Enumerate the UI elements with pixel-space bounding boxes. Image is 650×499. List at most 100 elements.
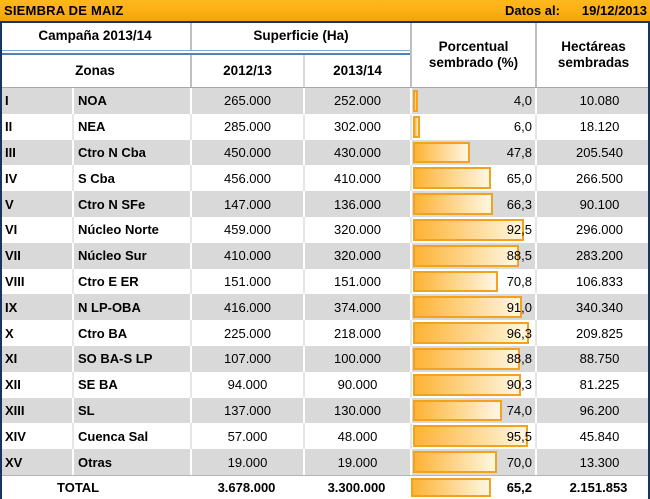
hectareas-cell[interactable]: 81.225 (535, 371, 650, 398)
total-porcentual-cell[interactable]: 65,2 (410, 476, 535, 499)
zone-numeral-cell[interactable]: IV (5, 170, 18, 186)
superficie-2013-14-cell[interactable]: 374.000 (303, 294, 410, 321)
superficie-2012-13-cell[interactable]: 416.000 (190, 294, 303, 321)
zone-name-cell[interactable]: Ctro N SFe (72, 191, 190, 217)
superficie-2013-14-cell[interactable]: 48.000 (303, 423, 410, 450)
porcentual-cell[interactable]: 70,0 (410, 449, 535, 475)
superficie-2013-14-cell[interactable]: 130.000 (303, 397, 410, 424)
superficie-2012-13-cell[interactable]: 450.000 (190, 139, 303, 166)
hectareas-cell[interactable]: 88.750 (535, 345, 650, 372)
zone-name-cell[interactable]: Ctro N Cba (72, 139, 190, 166)
zone-numeral-cell[interactable]: VII (5, 248, 21, 264)
zone-numeral-cell[interactable]: II (5, 119, 13, 135)
superficie-2013-14-cell[interactable]: 19.000 (303, 449, 410, 475)
hectareas-cell[interactable]: 45.840 (535, 423, 650, 450)
header-hectareas-sembradas[interactable]: Hectáreas sembradas (535, 23, 650, 87)
porcentual-cell[interactable]: 88,5 (410, 242, 535, 269)
zone-numeral-cell[interactable]: VIII (5, 273, 25, 289)
superficie-2013-14-cell[interactable]: 320.000 (303, 216, 410, 243)
zone-name-cell[interactable]: N LP-OBA (72, 294, 190, 321)
porcentual-cell[interactable]: 92,5 (410, 216, 535, 243)
superficie-2013-14-cell[interactable]: 410.000 (303, 165, 410, 192)
zone-numeral-cell[interactable]: XII (5, 377, 21, 393)
hectareas-cell[interactable]: 90.100 (535, 191, 650, 217)
header-2012-13[interactable]: 2012/13 (190, 55, 303, 87)
superficie-2012-13-cell[interactable]: 265.000 (190, 88, 303, 114)
zone-numeral-cell[interactable]: III (5, 144, 16, 160)
superficie-2013-14-cell[interactable]: 218.000 (303, 320, 410, 346)
hectareas-cell[interactable]: 18.120 (535, 113, 650, 140)
zone-name-cell[interactable]: SE BA (72, 371, 190, 398)
zone-numeral-cell[interactable]: XI (5, 351, 18, 367)
porcentual-cell[interactable]: 66,3 (410, 191, 535, 217)
porcentual-cell[interactable]: 70,8 (410, 268, 535, 295)
hectareas-cell[interactable]: 283.200 (535, 242, 650, 269)
zone-name-cell[interactable]: S Cba (72, 165, 190, 192)
superficie-2013-14-cell[interactable]: 430.000 (303, 139, 410, 166)
porcentual-cell[interactable]: 95,5 (410, 423, 535, 450)
porcentual-cell[interactable]: 74,0 (410, 397, 535, 424)
zone-name-cell[interactable]: Cuenca Sal (72, 423, 190, 450)
hectareas-cell[interactable]: 205.540 (535, 139, 650, 166)
hectareas-cell[interactable]: 106.833 (535, 268, 650, 295)
porcentual-cell[interactable]: 4,0 (410, 88, 535, 114)
superficie-2012-13-cell[interactable]: 147.000 (190, 191, 303, 217)
superficie-2012-13-cell[interactable]: 456.000 (190, 165, 303, 192)
porcentual-cell[interactable]: 47,8 (410, 139, 535, 166)
zone-numeral-cell[interactable]: VI (5, 222, 18, 238)
superficie-2012-13-cell[interactable]: 107.000 (190, 345, 303, 372)
superficie-2012-13-cell[interactable]: 151.000 (190, 268, 303, 295)
zone-numeral-cell[interactable]: XV (5, 454, 23, 470)
hectareas-cell[interactable]: 209.825 (535, 320, 650, 346)
superficie-2012-13-cell[interactable]: 459.000 (190, 216, 303, 243)
superficie-2013-14-cell[interactable]: 90.000 (303, 371, 410, 398)
superficie-2012-13-cell[interactable]: 19.000 (190, 449, 303, 475)
hectareas-cell[interactable]: 266.500 (535, 165, 650, 192)
superficie-2013-14-cell[interactable]: 252.000 (303, 88, 410, 114)
zone-numeral-cell[interactable]: I (5, 93, 9, 109)
total-superficie-2013-14-cell[interactable]: 3.300.000 (327, 479, 386, 495)
zone-numeral-cell[interactable]: V (5, 196, 14, 212)
zone-numeral-cell[interactable]: IX (5, 299, 18, 315)
zone-name-cell[interactable]: Núcleo Sur (72, 242, 190, 269)
porcentual-cell[interactable]: 90,3 (410, 371, 535, 398)
zone-name-cell[interactable]: SO BA-S LP (72, 345, 190, 372)
superficie-2012-13-cell[interactable]: 94.000 (190, 371, 303, 398)
superficie-2013-14-cell[interactable]: 151.000 (303, 268, 410, 295)
header-campana[interactable]: Campaña 2013/14 (38, 28, 152, 44)
zone-name-cell[interactable]: SL (72, 397, 190, 424)
zone-name-cell[interactable]: NOA (72, 88, 190, 114)
zone-name-cell[interactable]: Otras (72, 449, 190, 475)
zone-numeral-cell[interactable]: X (5, 325, 14, 341)
superficie-2013-14-cell[interactable]: 302.000 (303, 113, 410, 140)
zone-name-cell[interactable]: NEA (72, 113, 190, 140)
hectareas-cell[interactable]: 10.080 (535, 88, 650, 114)
superficie-2012-13-cell[interactable]: 410.000 (190, 242, 303, 269)
zone-numeral-cell[interactable]: XIV (5, 428, 26, 444)
porcentual-cell[interactable]: 91,0 (410, 294, 535, 321)
zone-name-cell[interactable]: Ctro BA (72, 320, 190, 346)
porcentual-cell[interactable]: 65,0 (410, 165, 535, 192)
superficie-2012-13-cell[interactable]: 137.000 (190, 397, 303, 424)
porcentual-cell[interactable]: 88,8 (410, 345, 535, 372)
superficie-2012-13-cell[interactable]: 225.000 (190, 320, 303, 346)
hectareas-cell[interactable]: 96.200 (535, 397, 650, 424)
superficie-2013-14-cell[interactable]: 320.000 (303, 242, 410, 269)
zone-numeral-cell[interactable]: XIII (5, 402, 25, 418)
porcentual-cell[interactable]: 6,0 (410, 113, 535, 140)
zone-name-cell[interactable]: Núcleo Norte (72, 216, 190, 243)
header-porcentual-sembrado[interactable]: Porcentual sembrado (%) (410, 23, 535, 87)
superficie-2012-13-cell[interactable]: 285.000 (190, 113, 303, 140)
total-hectareas-cell[interactable]: 2.151.853 (569, 479, 628, 495)
total-superficie-2012-13-cell[interactable]: 3.678.000 (217, 479, 276, 495)
total-label-cell[interactable]: TOTAL (57, 479, 100, 495)
hectareas-cell[interactable]: 340.340 (535, 294, 650, 321)
superficie-2013-14-cell[interactable]: 100.000 (303, 345, 410, 372)
superficie-2013-14-cell[interactable]: 136.000 (303, 191, 410, 217)
header-2013-14[interactable]: 2013/14 (303, 55, 410, 87)
hectareas-cell[interactable]: 13.300 (535, 449, 650, 475)
header-zonas[interactable]: Zonas (75, 62, 115, 78)
superficie-2012-13-cell[interactable]: 57.000 (190, 423, 303, 450)
header-superficie[interactable]: Superficie (Ha) (190, 23, 410, 50)
zone-name-cell[interactable]: Ctro E ER (72, 268, 190, 295)
